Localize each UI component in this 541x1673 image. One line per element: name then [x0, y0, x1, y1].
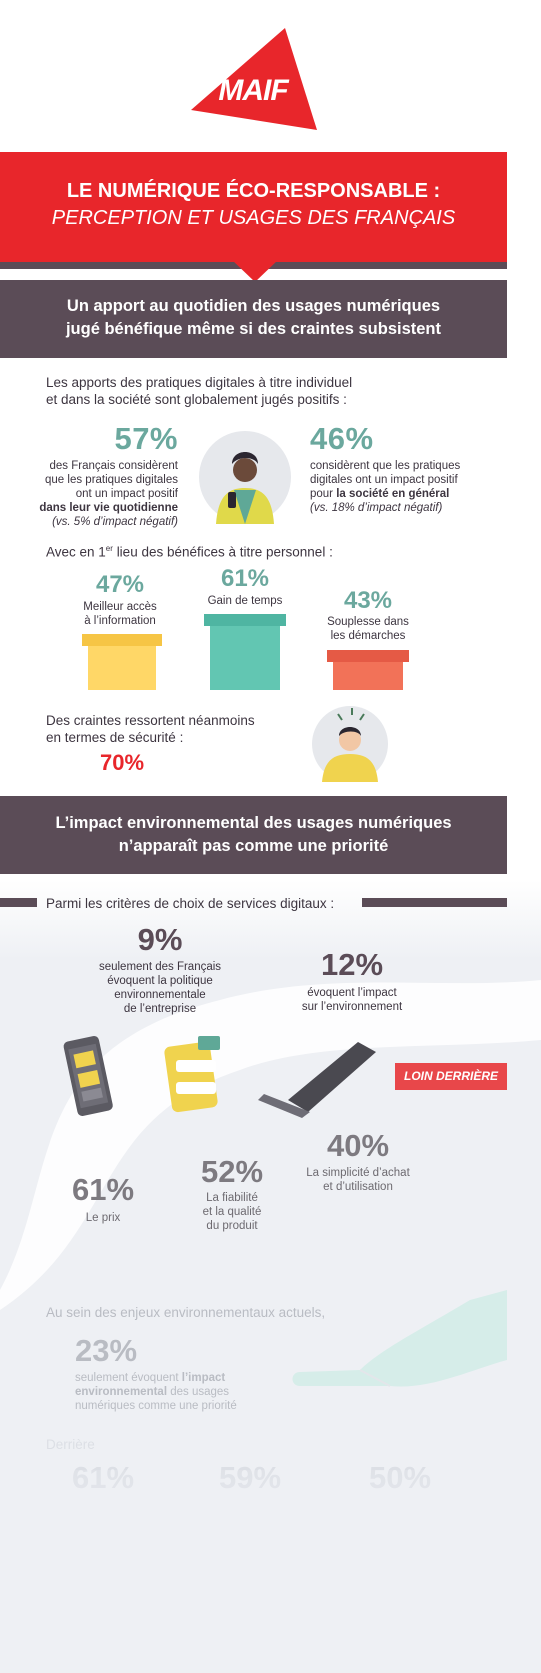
highlight-label: environnementale [114, 989, 206, 1001]
benefits-intro-sup: er [105, 544, 113, 553]
header-pointer [232, 260, 278, 282]
benefits-intro-text: lieu des bénéfices à titre personnel : [116, 544, 333, 560]
worried-illustration [312, 706, 388, 782]
highlight-label: évoquent la politique [107, 975, 213, 987]
benefit-label: à l’information [84, 615, 156, 627]
criterion-label: et d’utilisation [323, 1181, 393, 1193]
stat-text: considèrent que les pratiques [310, 460, 461, 472]
benefit-label: Souplesse dans [327, 616, 409, 628]
podium [210, 626, 280, 690]
section-title: Un apport au quotidien des usages numéri… [66, 297, 441, 315]
criteria-intro: Parmi les critères de choix de services … [46, 896, 335, 911]
background-swoosh [0, 980, 541, 1310]
criterion-label: et la qualité [202, 1206, 262, 1218]
stat-text: que les pratiques digitales [45, 474, 178, 486]
stat-text: digitales ont un impact positif [310, 474, 458, 486]
stat-text-line: pour la société en général [310, 487, 449, 501]
stat-text: ont un impact positif [75, 488, 178, 500]
benefit-label: les démarches [330, 630, 406, 642]
env-text-bold: environnemental [75, 1386, 168, 1398]
divider-bar [362, 898, 507, 907]
logo-shape [191, 28, 317, 130]
hand-illustration [292, 1290, 507, 1387]
env-text: numériques comme une priorité [75, 1400, 237, 1412]
env-text-line: environnemental des usages [75, 1385, 229, 1399]
stat-value: 46% [310, 421, 374, 456]
benefit-label: Meilleur accès [83, 601, 157, 613]
benefit-value: 61% [220, 565, 270, 592]
podium-top [327, 650, 409, 662]
intro-text: et dans la société sont globalement jugé… [46, 392, 347, 407]
stat-value: 57% [114, 421, 178, 456]
header-subtitle: PERCEPTION ET USAGES DES FRANÇAIS [51, 207, 456, 229]
benefit-value: 47% [95, 571, 145, 598]
person-illustration [199, 431, 291, 524]
podium-top [82, 634, 162, 646]
podium [88, 646, 156, 690]
stat-text: des Français considèrent [49, 460, 178, 472]
criterion-value: 52% [200, 1154, 264, 1189]
tag-box [395, 1063, 507, 1090]
criterion-label: La simplicité d’achat [306, 1167, 410, 1179]
tag-text: LOIN DERRIÈRE [403, 1069, 498, 1083]
section-band [0, 796, 507, 874]
stat-note: (vs. 18% d’impact négatif) [310, 502, 443, 514]
section-title: L’impact environnemental des usages numé… [55, 814, 452, 832]
env-text-bold: l’impact [181, 1372, 226, 1384]
benefit-value: 43% [343, 587, 393, 614]
env-text-line: seulement évoquent l’impact [75, 1371, 225, 1385]
criterion-label: du produit [206, 1220, 258, 1232]
criterion-value: 40% [326, 1128, 390, 1163]
fade-overlay [0, 1470, 541, 1673]
highlight-label: sur l’environnement [301, 1001, 403, 1013]
criterion-value: 61% [71, 1172, 135, 1207]
header-title: LE NUMÉRIQUE ÉCO-RESPONSABLE : [66, 180, 441, 202]
podium [333, 662, 403, 690]
fears-text: Des craintes ressortent néanmoins [46, 713, 255, 728]
stat-text: pour [310, 488, 334, 500]
env-text: seulement évoquent [75, 1372, 179, 1384]
stat-text-bold: dans leur vie quotidienne [39, 502, 178, 514]
podium-top [204, 614, 286, 626]
fears-text: en termes de sécurité : [46, 730, 184, 745]
benefits-intro-text: Avec en 1 [46, 544, 106, 560]
highlight-label: seulement des Français [98, 961, 222, 973]
stat-note: (vs. 5% d’impact négatif) [52, 516, 178, 528]
benefit-label: Gain de temps [207, 595, 283, 607]
fears-value: 70% [100, 750, 145, 775]
highlight-value: 12% [320, 947, 384, 982]
section-title: jugé bénéfique même si des craintes subs… [65, 320, 442, 338]
logo-text: MAIF [218, 74, 288, 107]
stat-text-bold: la société en général [336, 488, 450, 500]
highlight-label: évoquent l’impact [307, 987, 397, 999]
env-text: des usages [170, 1386, 230, 1398]
intro-text: Les apports des pratiques digitales à ti… [46, 375, 353, 390]
benefits-intro: Avec en 1er lieu des bénéfices à titre p… [46, 540, 333, 561]
section-title: n’apparaît pas comme une priorité [118, 837, 389, 855]
divider-bar [0, 898, 37, 907]
behind-label: Derrière [46, 1437, 95, 1452]
env-intro: Au sein des enjeux environnementaux actu… [46, 1305, 326, 1320]
highlight-value: 9% [137, 922, 183, 957]
criterion-label: Le prix [85, 1212, 121, 1224]
header-band [0, 152, 507, 262]
devices-illustration [63, 1035, 376, 1118]
highlight-label: de l’entreprise [123, 1003, 197, 1015]
env-value: 23% [75, 1333, 138, 1368]
criterion-label: La fiabilité [206, 1192, 258, 1204]
section-band [0, 280, 507, 358]
